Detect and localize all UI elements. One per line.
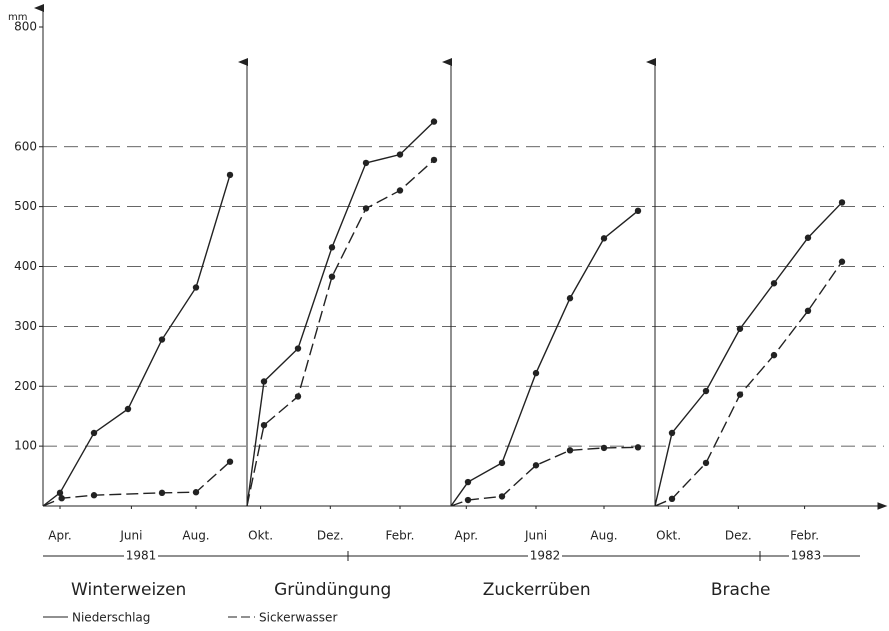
data-point — [702, 387, 710, 395]
data-point — [566, 447, 574, 454]
data-point — [702, 459, 710, 467]
label-bg — [528, 548, 562, 564]
line — [654, 201, 843, 507]
data-point — [770, 351, 778, 359]
data-point — [736, 325, 744, 332]
legend-label: Niederschlag — [72, 611, 150, 625]
x-tick-label: Dez. — [725, 529, 752, 543]
period-label: 1981 — [126, 549, 157, 563]
x-tick-label: Febr. — [790, 529, 819, 543]
data-point — [158, 489, 166, 497]
data-point — [58, 495, 65, 502]
data-point — [192, 284, 200, 291]
line — [654, 261, 843, 507]
data-point — [124, 405, 132, 413]
data-point — [226, 458, 234, 465]
data-point — [396, 187, 404, 194]
data-point — [56, 489, 64, 497]
x-tick-label: Juni — [524, 529, 547, 543]
data-point — [464, 478, 472, 486]
data-point — [158, 336, 166, 343]
panel-title: Gründüngung — [274, 580, 391, 600]
x-tick-label: Okt. — [248, 529, 273, 543]
x-tick-label: Apr. — [48, 529, 71, 543]
x-tick-label: Dez. — [317, 529, 344, 543]
panel-title: Winterweizen — [71, 580, 186, 600]
line — [42, 174, 231, 507]
data-point — [260, 378, 268, 385]
y-tick-label: 500 — [14, 199, 37, 213]
data-point — [600, 235, 608, 242]
y-tick-label: 200 — [14, 379, 37, 393]
data-point — [430, 156, 438, 164]
data-point — [634, 207, 642, 215]
data-point — [804, 307, 812, 315]
panel-title: Zuckerrüben — [483, 580, 591, 600]
period-label: 1982 — [530, 549, 561, 563]
data-point — [838, 199, 846, 206]
y-tick-label: 100 — [14, 439, 37, 453]
data-point — [226, 171, 234, 179]
data-point — [498, 459, 506, 467]
data-point — [90, 492, 98, 499]
data-point — [362, 159, 370, 167]
data-point — [736, 391, 744, 398]
data-point — [532, 462, 540, 469]
data-point — [260, 421, 268, 429]
y-tick-label: 300 — [14, 319, 37, 333]
data-point — [328, 244, 336, 251]
data-point — [192, 489, 200, 496]
data-point — [634, 444, 642, 451]
y-axis-label: mm — [8, 12, 27, 23]
data-point — [396, 151, 404, 158]
data-point — [566, 295, 574, 302]
data-point — [294, 393, 302, 400]
line — [450, 446, 639, 507]
data-point — [668, 495, 676, 503]
data-point — [838, 258, 846, 265]
data-point — [464, 496, 472, 504]
data-point — [532, 369, 540, 377]
label-bg — [124, 548, 158, 564]
data-point — [362, 205, 370, 212]
period-label: 1983 — [791, 549, 822, 563]
panel-title: Brache — [711, 580, 771, 600]
x-tick-label: Aug. — [182, 529, 209, 543]
x-tick-label: Juni — [119, 529, 142, 543]
line — [246, 159, 435, 507]
data-point — [294, 345, 302, 352]
y-tick-label: 800 — [14, 20, 37, 34]
data-point — [600, 444, 608, 452]
y-tick-label: 600 — [14, 139, 37, 153]
data-point — [430, 118, 438, 125]
axes — [43, 502, 888, 618]
legend-label: Sickerwasser — [259, 611, 337, 625]
data-point — [668, 429, 676, 437]
x-tick-label: Apr. — [455, 529, 478, 543]
line — [246, 121, 435, 507]
x-tick-label: Okt. — [656, 529, 681, 543]
data-point — [90, 429, 98, 437]
x-arrow — [877, 502, 888, 510]
data-point — [328, 273, 336, 280]
y-tick-label: 400 — [14, 259, 37, 273]
x-tick-label: Febr. — [386, 529, 415, 543]
line — [42, 461, 231, 507]
data-point — [770, 280, 778, 287]
data-point — [804, 234, 812, 241]
data-point — [498, 493, 506, 500]
label-bg — [789, 548, 823, 564]
x-tick-label: Aug. — [590, 529, 617, 543]
